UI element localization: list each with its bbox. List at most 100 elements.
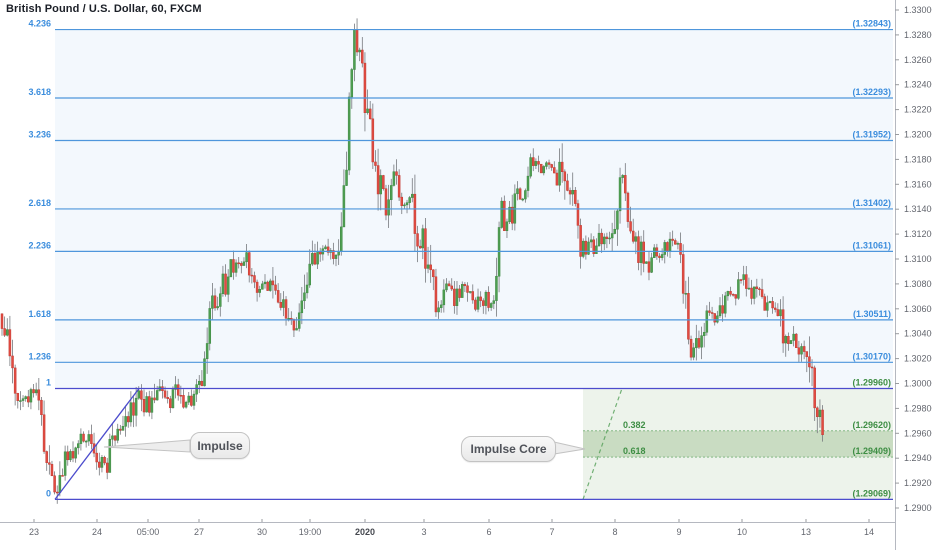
candle <box>418 245 422 249</box>
candle <box>639 241 643 263</box>
candle <box>739 279 743 281</box>
candle <box>48 462 51 465</box>
label: 7 <box>549 527 554 537</box>
candle <box>276 290 280 303</box>
candle <box>300 300 304 314</box>
candle <box>600 232 603 245</box>
label: (1.31952) <box>852 129 891 139</box>
label: 0 <box>46 488 51 498</box>
label: 30 <box>257 527 267 537</box>
candle <box>489 303 493 308</box>
candle <box>445 283 448 291</box>
candle <box>766 302 769 311</box>
candle <box>200 380 204 387</box>
time-axis[interactable]: 23 24 05:00 27 30 19:00 2020 3 6 7 8 9 10 13 14 <box>0 519 895 537</box>
candle <box>234 262 238 273</box>
candle <box>361 49 364 64</box>
candle <box>471 291 475 301</box>
fib-band <box>55 251 893 320</box>
candle <box>450 285 453 290</box>
candle <box>100 457 104 468</box>
candle <box>568 190 572 195</box>
candle <box>45 451 48 463</box>
candle <box>695 338 698 349</box>
candle <box>198 380 201 385</box>
candle <box>205 343 209 360</box>
candle <box>32 389 35 394</box>
candle <box>652 247 656 258</box>
label: 1.32600 <box>904 55 932 65</box>
candle <box>103 457 106 464</box>
candle <box>69 451 72 461</box>
projected-impulse-trendline[interactable] <box>582 388 623 500</box>
fib-extension[interactable]: 4.236 (1.32843) 3.618 (1.32293) 3.236 (1.3195… <box>28 19 893 363</box>
candle <box>308 263 311 286</box>
candle <box>542 166 546 174</box>
candle <box>0 313 4 329</box>
candle <box>3 328 6 336</box>
candle <box>634 236 638 242</box>
impulse-trendline[interactable] <box>54 388 140 500</box>
candle <box>261 283 264 290</box>
candle <box>721 305 724 314</box>
candle <box>595 245 598 254</box>
candle <box>468 291 472 293</box>
candle <box>408 197 411 203</box>
candle <box>374 161 377 166</box>
label: 3.618 <box>28 87 51 97</box>
candle <box>53 475 56 493</box>
candle <box>716 315 719 323</box>
candle <box>148 396 151 413</box>
candle <box>484 291 488 306</box>
candle <box>87 434 91 442</box>
impulse-drawing[interactable]: 1 (1.29960) 0 (1.29069) <box>46 377 893 501</box>
candle <box>505 221 509 232</box>
label: 3 <box>421 527 426 537</box>
candle <box>692 347 695 358</box>
candle <box>247 252 251 276</box>
impulse-callout[interactable]: Impulse <box>190 432 250 459</box>
candle <box>676 243 680 245</box>
candle <box>137 390 141 399</box>
impulse-core-zone[interactable] <box>582 388 893 500</box>
candle <box>153 397 156 401</box>
candle <box>174 384 177 390</box>
candle <box>547 162 551 165</box>
label: 27 <box>194 527 204 537</box>
label: 1.32000 <box>904 130 932 140</box>
candle <box>492 300 496 304</box>
candle <box>800 346 803 355</box>
candle <box>142 398 146 413</box>
candle <box>763 296 766 311</box>
label: (1.32843) <box>852 19 891 29</box>
candle <box>134 397 138 416</box>
candle <box>439 304 443 309</box>
candle <box>229 259 233 278</box>
fib-band <box>55 319 893 363</box>
candle <box>724 295 727 314</box>
price-axis[interactable]: 1.33000 1.32800 1.32600 1.32400 1.32200 1.320… <box>895 0 932 550</box>
candle <box>689 338 693 358</box>
candle <box>219 293 222 307</box>
candle <box>345 169 348 186</box>
candle <box>550 164 553 168</box>
label: 1.32200 <box>904 105 932 115</box>
candle <box>176 384 180 396</box>
candle <box>342 185 346 228</box>
candle <box>126 416 130 423</box>
fib-band <box>55 98 893 141</box>
candle <box>539 163 543 174</box>
candle <box>382 175 385 189</box>
candle <box>702 332 706 336</box>
candle <box>163 390 167 398</box>
candle <box>400 196 404 206</box>
label: (1.29409) <box>852 446 891 456</box>
candle <box>592 239 595 254</box>
candle <box>82 433 85 442</box>
candle <box>621 175 624 178</box>
retracement-labels: 0.382 (1.29620) 0.618 (1.29409) <box>623 420 891 456</box>
label: 1.32800 <box>904 30 932 40</box>
impulse-core-callout[interactable]: Impulse Core <box>461 436 556 462</box>
